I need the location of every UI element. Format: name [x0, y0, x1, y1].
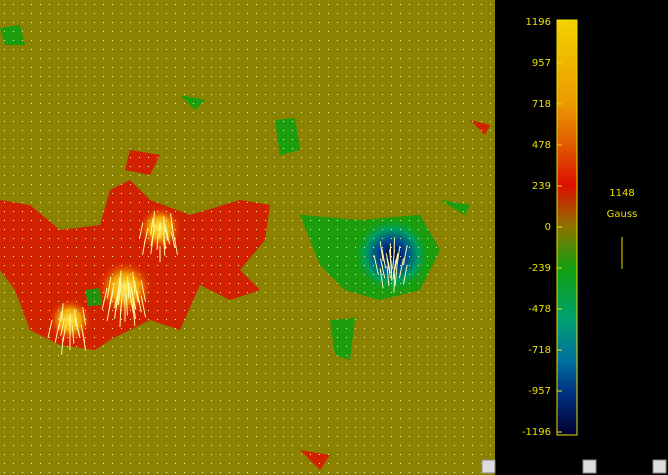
colorbar-tick-label: -478 — [528, 304, 551, 315]
field-vector — [389, 243, 392, 263]
field-vector — [138, 222, 144, 239]
field-vector — [106, 276, 112, 299]
field-vector — [143, 227, 149, 245]
field-vector — [373, 254, 379, 275]
field-vector — [61, 303, 64, 322]
field-vector — [163, 232, 167, 250]
field-vector — [398, 258, 405, 279]
scale-unit: Gauss — [607, 209, 638, 220]
field-vector — [128, 283, 133, 305]
field-vector — [396, 245, 401, 266]
field-vector — [152, 210, 155, 228]
field-vector — [379, 268, 384, 289]
field-vector — [170, 231, 176, 249]
scale-value: 1148 — [609, 188, 634, 199]
field-vector — [117, 283, 122, 305]
field-vector — [114, 290, 121, 313]
colorbar-tick-label: 718 — [532, 99, 551, 110]
field-vector — [82, 332, 87, 351]
field-vector — [133, 280, 139, 303]
field-vector — [58, 311, 63, 330]
field-vector — [174, 238, 178, 255]
field-vector — [163, 216, 166, 233]
field-vector — [136, 290, 142, 313]
colorbar-tick-label: -957 — [528, 386, 551, 397]
field-vector — [150, 218, 154, 235]
field-vector — [71, 325, 75, 344]
field-vector — [47, 319, 53, 339]
field-vector — [132, 304, 136, 326]
colorbar-tick-label: -1196 — [522, 427, 551, 438]
field-vector — [62, 324, 67, 343]
field-vector — [131, 297, 136, 320]
resize-handle[interactable] — [582, 459, 597, 474]
field-vector — [381, 248, 387, 269]
field-vector — [170, 224, 176, 241]
field-vector — [119, 293, 123, 316]
field-vector — [75, 317, 80, 336]
field-vector — [108, 290, 114, 313]
magnetogram-image — [0, 0, 495, 475]
field-vector — [140, 280, 147, 302]
field-vector — [140, 295, 147, 318]
field-vector — [151, 224, 156, 241]
field-vector — [386, 265, 390, 286]
colorbar-tick-label: 478 — [532, 140, 551, 151]
field-vector — [156, 233, 159, 250]
resize-handle[interactable] — [652, 459, 667, 474]
field-vector — [385, 253, 391, 274]
field-vector — [82, 307, 87, 326]
field-vector — [164, 224, 169, 241]
field-vector — [119, 270, 122, 293]
colorbar-tick-label: 957 — [532, 58, 551, 69]
colorbar-tick-label: 0 — [545, 222, 551, 233]
field-vector — [54, 324, 60, 343]
field-vector — [132, 271, 136, 294]
field-vector — [393, 253, 399, 274]
field-vector — [379, 258, 386, 279]
field-vector — [402, 264, 408, 285]
field-vector — [117, 277, 121, 299]
colorbar-tick-label: 1196 — [526, 17, 551, 28]
colorbar-tick-label: -718 — [528, 345, 551, 356]
field-vector — [127, 276, 130, 298]
field-vector — [393, 272, 396, 293]
colorbar-tick-label: 239 — [532, 181, 551, 192]
field-vector — [101, 287, 108, 310]
colorbar-tick-label: -239 — [528, 263, 551, 274]
field-vector — [394, 265, 398, 286]
field-vector — [379, 241, 384, 262]
field-vector — [165, 227, 171, 245]
field-vector — [402, 245, 408, 266]
field-vector — [392, 249, 395, 270]
field-vector — [130, 286, 137, 309]
field-vector — [125, 293, 128, 316]
field-vector — [163, 239, 166, 256]
field-vector — [109, 282, 115, 305]
field-vector — [60, 317, 65, 336]
resize-handle[interactable] — [481, 459, 496, 474]
